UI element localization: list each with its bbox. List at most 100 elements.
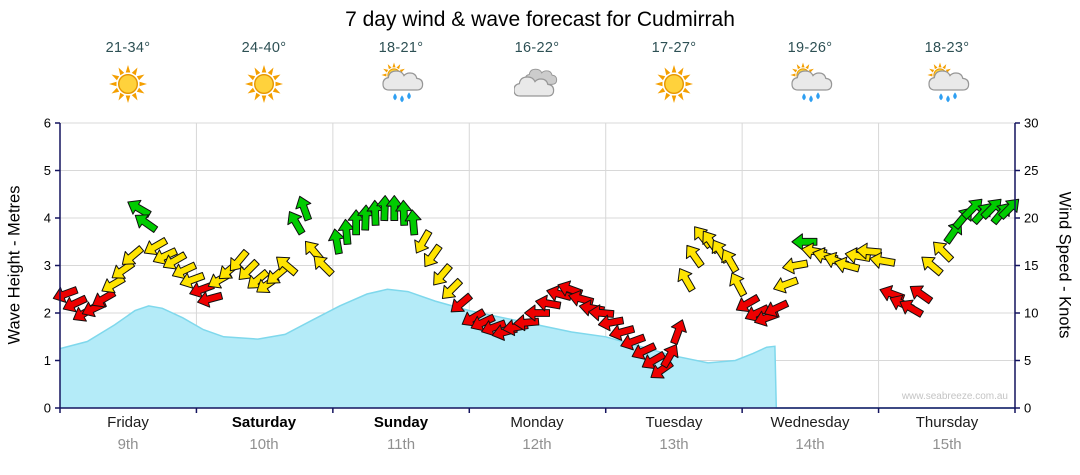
wind-arrow [834, 256, 861, 274]
wind-arrow [744, 304, 770, 322]
day-temp-range: 21-34° [105, 40, 151, 56]
wind-tick-label: 25 [1024, 163, 1038, 178]
wind-arrow [729, 272, 748, 298]
day-name: Sunday [373, 414, 429, 431]
day-name: Wednesday [770, 414, 850, 431]
wind-arrow [404, 209, 422, 236]
day-temp-range: 19-26° [787, 40, 833, 56]
day-temp-range: 24-40° [241, 40, 287, 56]
wind-arrow [909, 285, 934, 305]
wind-arrow [535, 294, 562, 312]
wind-arrow [143, 237, 169, 256]
watermark: www.seabreeze.com.au [901, 391, 1008, 402]
wind-arrow [441, 277, 463, 299]
day-temp-range: 17-27° [651, 40, 697, 56]
weather-icon-sun-rain [924, 60, 970, 106]
day-date: 11th [386, 436, 416, 453]
wind-tick-label: 15 [1024, 258, 1038, 273]
wind-tick-label: 5 [1024, 353, 1031, 368]
wind-arrow [764, 299, 790, 318]
wind-arrow [609, 324, 636, 341]
day-column-header: 16-22° [469, 40, 605, 111]
wind-arrow [414, 229, 433, 254]
wind-arrow [921, 256, 944, 277]
wind-arrow [337, 218, 355, 246]
wind-arrow [450, 292, 473, 313]
weather-icon-sun-rain [378, 60, 424, 106]
day-date: 9th [117, 436, 139, 453]
weather-icon-sunny [241, 60, 287, 106]
wind-arrow [524, 304, 550, 322]
day-column-footer: Monday 12th [469, 414, 605, 453]
wind-arrow [395, 199, 413, 226]
wave-tick-label: 0 [44, 401, 51, 416]
wind-arrow [481, 319, 507, 337]
wind-arrow [313, 255, 335, 277]
wind-arrow [162, 251, 188, 270]
wind-tick-label: 10 [1024, 306, 1038, 321]
wave-tick-label: 5 [44, 163, 51, 178]
day-column-footer: Sunday 11th [333, 414, 469, 453]
day-name: Saturday [231, 414, 297, 431]
wind-arrow [933, 241, 955, 263]
wind-arrow [782, 257, 809, 275]
wave-tick-label: 2 [44, 306, 51, 321]
wind-arrow [670, 319, 687, 345]
wind-arrow [433, 263, 453, 286]
day-temp-range: 16-22° [514, 40, 560, 56]
watermark-text: www.seabreeze.com.au [901, 391, 1008, 402]
wind-arrow [328, 228, 345, 255]
day-column-header: 24-40° [196, 40, 332, 111]
wind-arrow [179, 272, 206, 289]
day-date: 15th [932, 436, 962, 453]
wind-tick-label: 30 [1024, 116, 1038, 131]
wind-arrow [869, 251, 896, 269]
wind-arrow [295, 195, 312, 222]
day-name: Tuesday [645, 414, 703, 431]
weather-icon-cloudy [513, 60, 560, 106]
wind-arrow [376, 195, 394, 222]
wind-arrow [152, 247, 178, 265]
day-temp-range: 18-23° [924, 40, 970, 56]
wind-arrow [461, 308, 486, 327]
wind-arrow [238, 258, 260, 280]
wind-arrow [134, 214, 159, 233]
day-name: Thursday [915, 414, 979, 431]
wind-arrow-series [52, 195, 1020, 379]
page-title: 7 day wind & wave forecast for Cudmirrah [345, 8, 735, 31]
wind-arrow [899, 299, 924, 318]
wind-arrow [470, 313, 496, 332]
day-name: Friday [107, 414, 149, 431]
wave-axis-label: Wave Height - Metres [5, 185, 24, 345]
wind-arrow [197, 291, 224, 308]
wave-height-area [59, 288, 1015, 409]
day-name: Monday [510, 414, 564, 431]
day-temp-range: 18-21° [378, 40, 424, 56]
axes: 0 1 2 3 4 5 6 0 5 10 15 20 25 30 [44, 116, 1039, 416]
wind-arrow [385, 195, 403, 221]
wave-tick-label: 3 [44, 258, 51, 273]
day-column-header: 21-34° [60, 40, 196, 111]
wind-arrow [62, 294, 88, 313]
day-column-header: 19-26° [742, 40, 878, 111]
wind-arrow [660, 344, 679, 369]
wave-tick-label: 6 [44, 116, 51, 131]
grid-lines [60, 122, 1015, 408]
wind-arrow [597, 314, 625, 332]
day-date: 14th [795, 436, 825, 453]
wind-tick-label: 0 [1024, 401, 1031, 416]
wind-arrow [423, 243, 443, 268]
wind-arrow [229, 248, 250, 272]
day-column-footer: Friday 9th [60, 414, 196, 453]
day-column-header: 18-23° [879, 40, 1015, 111]
day-column-header: 17-27° [606, 40, 742, 111]
wind-arrow [546, 285, 573, 302]
day-column-header: 18-21° [333, 40, 469, 111]
day-column-footer: Saturday 10th [196, 414, 332, 453]
wind-arrow [641, 351, 667, 370]
day-date: 12th [522, 436, 552, 453]
day-column-footer: Thursday 15th [879, 414, 1015, 453]
wind-arrow [677, 268, 696, 293]
